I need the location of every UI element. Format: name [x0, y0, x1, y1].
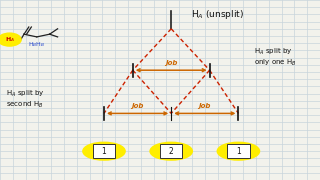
Text: Job: Job — [165, 60, 177, 66]
Text: Job: Job — [199, 103, 211, 109]
Circle shape — [0, 33, 21, 46]
FancyBboxPatch shape — [160, 144, 182, 158]
Text: Job: Job — [132, 103, 144, 109]
Text: 1: 1 — [102, 147, 106, 156]
Text: H$_B$H$_B$: H$_B$H$_B$ — [28, 40, 45, 49]
Text: H$_A$: H$_A$ — [4, 35, 15, 44]
Text: 1: 1 — [236, 147, 241, 156]
FancyBboxPatch shape — [93, 144, 115, 158]
Text: H$_A$ split by: H$_A$ split by — [254, 47, 293, 57]
Ellipse shape — [150, 143, 192, 160]
Text: H$_A$ (unsplit): H$_A$ (unsplit) — [191, 8, 244, 21]
Ellipse shape — [83, 143, 125, 160]
Text: only one H$_B$: only one H$_B$ — [254, 58, 297, 68]
Text: second H$_B$: second H$_B$ — [6, 99, 44, 109]
Text: 2: 2 — [169, 147, 173, 156]
FancyBboxPatch shape — [227, 144, 250, 158]
Ellipse shape — [218, 143, 259, 160]
Text: H$_A$ split by: H$_A$ split by — [6, 89, 45, 99]
